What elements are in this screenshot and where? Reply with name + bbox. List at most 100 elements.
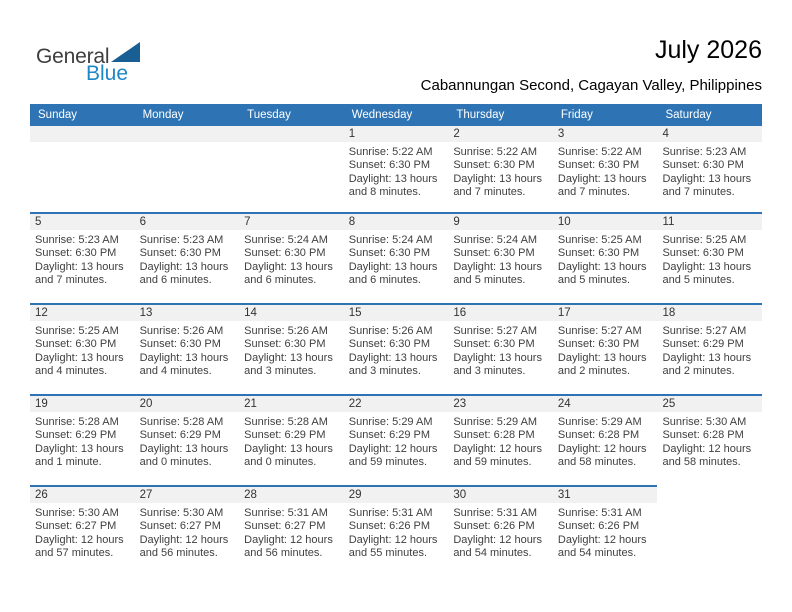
- day-cell-19: 19 Sunrise: 5:28 AM Sunset: 6:29 PM Dayligh…: [30, 394, 135, 485]
- day-cell-15: 15 Sunrise: 5:26 AM Sunset: 6:30 PM Dayligh…: [343, 303, 449, 394]
- day-detail-line: Daylight: 13 hours: [453, 260, 542, 273]
- day-number: 19: [35, 398, 48, 410]
- day-detail-line: and 8 minutes.: [348, 186, 421, 199]
- day-details: Sunrise: 5:28 AM Sunset: 6:29 PM Daylight:…: [239, 412, 344, 470]
- day-detail-line: Sunset: 6:30 PM: [557, 247, 640, 260]
- day-details: Sunrise: 5:23 AM Sunset: 6:30 PM Daylight:…: [135, 230, 240, 288]
- day-number-band: 27: [134, 487, 240, 503]
- day-details: Sunrise: 5:31 AM Sunset: 6:26 PM Daylight:…: [553, 503, 658, 561]
- day-detail-line: Daylight: 12 hours: [557, 442, 647, 455]
- day-details: Sunrise: 5:29 AM Sunset: 6:28 PM Daylight:…: [553, 412, 658, 470]
- day-detail-line: Daylight: 13 hours: [35, 351, 124, 364]
- day-detail-line: Sunrise: 5:29 AM: [557, 416, 642, 428]
- day-number: 16: [453, 307, 467, 319]
- day-number-band: 31: [552, 487, 658, 503]
- day-detail-line: and 3 minutes.: [453, 365, 526, 378]
- day-detail-line: Daylight: 13 hours: [139, 351, 229, 364]
- day-detail-line: Daylight: 13 hours: [244, 442, 333, 455]
- day-details: Sunrise: 5:28 AM Sunset: 6:29 PM Daylight:…: [30, 412, 135, 470]
- day-number: 1: [348, 128, 356, 140]
- day-detail-line: Sunrise: 5:22 AM: [348, 146, 433, 158]
- day-number: 25: [662, 398, 676, 410]
- day-details: Sunrise: 5:31 AM Sunset: 6:27 PM Daylight:…: [239, 503, 344, 561]
- week-row-5: 26 Sunrise: 5:30 AM Sunset: 6:27 PM Dayligh…: [30, 485, 762, 576]
- day-details: Sunrise: 5:22 AM Sunset: 6:30 PM Daylight:…: [344, 142, 449, 200]
- day-detail-line: and 54 minutes.: [557, 547, 637, 560]
- day-detail-line: and 59 minutes.: [348, 456, 428, 469]
- day-number: 12: [35, 307, 48, 319]
- day-detail-line: and 3 minutes.: [244, 365, 317, 378]
- day-detail-line: Daylight: 13 hours: [662, 260, 752, 273]
- day-detail-line: Sunset: 6:26 PM: [348, 520, 431, 533]
- day-detail-line: Sunset: 6:27 PM: [244, 520, 326, 533]
- day-detail-line: Sunrise: 5:24 AM: [244, 234, 328, 246]
- day-detail-line: Sunset: 6:30 PM: [453, 338, 535, 351]
- day-detail-line: and 4 minutes.: [139, 365, 212, 378]
- day-detail-line: and 5 minutes.: [662, 274, 735, 287]
- day-detail-line: Daylight: 13 hours: [453, 351, 542, 364]
- day-detail-line: and 58 minutes.: [662, 456, 741, 469]
- day-detail-line: Sunrise: 5:29 AM: [453, 416, 538, 428]
- day-cell-16: 16 Sunrise: 5:27 AM Sunset: 6:30 PM Dayligh…: [448, 303, 553, 394]
- day-cell-21: 21 Sunrise: 5:28 AM Sunset: 6:29 PM Dayligh…: [239, 394, 344, 485]
- day-details: Sunrise: 5:22 AM Sunset: 6:30 PM Daylight:…: [553, 142, 658, 200]
- day-detail-line: and 2 minutes.: [662, 365, 735, 378]
- day-details: Sunrise: 5:22 AM Sunset: 6:30 PM Daylight:…: [448, 142, 553, 200]
- day-detail-line: Sunset: 6:30 PM: [348, 247, 431, 260]
- day-number-band: [30, 126, 135, 142]
- day-cell-28: 28 Sunrise: 5:31 AM Sunset: 6:27 PM Dayligh…: [239, 485, 344, 576]
- day-number-band: 13: [134, 305, 240, 321]
- title-block: July 2026 Cabannungan Second, Cagayan Va…: [421, 36, 762, 94]
- day-detail-line: Sunrise: 5:24 AM: [453, 234, 538, 246]
- day-detail-line: Daylight: 12 hours: [348, 442, 438, 455]
- day-number-band: 6: [134, 214, 240, 230]
- day-cell-2: 2 Sunrise: 5:22 AM Sunset: 6:30 PM Daylight…: [448, 126, 553, 212]
- day-cell-6: 6 Sunrise: 5:23 AM Sunset: 6:30 PM Daylight…: [134, 212, 240, 303]
- day-cell-17: 17 Sunrise: 5:27 AM Sunset: 6:30 PM Dayligh…: [552, 303, 658, 394]
- day-detail-line: Sunrise: 5:28 AM: [35, 416, 119, 428]
- calendar: Sunday Monday Tuesday Wednesday Thursday Frid…: [30, 104, 763, 576]
- day-number: 27: [139, 489, 153, 501]
- day-details: Sunrise: 5:25 AM Sunset: 6:30 PM Daylight:…: [553, 230, 658, 288]
- day-detail-line: Sunrise: 5:30 AM: [662, 416, 747, 428]
- day-cell-27: 27 Sunrise: 5:30 AM Sunset: 6:27 PM Dayligh…: [134, 485, 240, 576]
- day-detail-line: Daylight: 12 hours: [453, 533, 542, 546]
- day-cell-11: 11 Sunrise: 5:25 AM Sunset: 6:30 PM Dayligh…: [657, 212, 763, 303]
- day-cell-18: 18 Sunrise: 5:27 AM Sunset: 6:29 PM Dayligh…: [657, 303, 763, 394]
- day-detail-line: Daylight: 13 hours: [348, 260, 438, 273]
- day-details: Sunrise: 5:28 AM Sunset: 6:29 PM Daylight:…: [135, 412, 240, 470]
- day-details: Sunrise: 5:26 AM Sunset: 6:30 PM Daylight:…: [135, 321, 240, 379]
- week-row-3: 12 Sunrise: 5:25 AM Sunset: 6:30 PM Dayligh…: [30, 303, 763, 394]
- day-number: 20: [139, 398, 153, 410]
- day-detail-line: and 6 minutes.: [348, 274, 421, 287]
- day-detail-line: Sunrise: 5:26 AM: [348, 325, 433, 337]
- day-detail-line: Sunset: 6:30 PM: [35, 338, 117, 351]
- day-detail-line: Sunset: 6:29 PM: [348, 429, 431, 442]
- day-number: 5: [35, 216, 42, 228]
- day-detail-line: Sunrise: 5:31 AM: [453, 507, 538, 519]
- week-row-1: 1 Sunrise: 5:22 AM Sunset: 6:30 PM Daylight…: [30, 126, 763, 212]
- logo-triangle-icon: [111, 42, 141, 66]
- day-cell-4: 4 Sunrise: 5:23 AM Sunset: 6:30 PM Daylight…: [657, 126, 763, 212]
- day-detail-line: and 5 minutes.: [557, 274, 631, 287]
- weekday-header-monday: Monday: [142, 109, 184, 121]
- day-detail-line: Sunrise: 5:27 AM: [662, 325, 747, 337]
- day-detail-line: Sunrise: 5:24 AM: [348, 234, 433, 246]
- day-cell-22: 22 Sunrise: 5:29 AM Sunset: 6:29 PM Dayligh…: [343, 394, 449, 485]
- day-cell-25: 25 Sunrise: 5:30 AM Sunset: 6:28 PM Dayligh…: [657, 394, 763, 485]
- weekday-header-tuesday: Tuesday: [247, 109, 291, 121]
- day-detail-line: Daylight: 12 hours: [348, 533, 438, 546]
- day-detail-line: Sunrise: 5:27 AM: [557, 325, 642, 337]
- day-detail-line: and 7 minutes.: [35, 274, 108, 287]
- day-number-band: [134, 126, 240, 142]
- day-detail-line: and 56 minutes.: [139, 547, 218, 560]
- day-detail-line: and 57 minutes.: [35, 547, 114, 560]
- day-number-band: 5: [30, 214, 135, 230]
- logo-text-general: General: [36, 45, 110, 68]
- day-detail-line: and 1 minute.: [35, 456, 102, 469]
- day-detail-line: Sunset: 6:30 PM: [139, 338, 221, 351]
- day-cell-29: 29 Sunrise: 5:31 AM Sunset: 6:26 PM Dayligh…: [343, 485, 449, 576]
- day-cell-30: 30 Sunrise: 5:31 AM Sunset: 6:26 PM Dayligh…: [448, 485, 553, 576]
- day-details: Sunrise: 5:23 AM Sunset: 6:30 PM Daylight:…: [657, 142, 762, 200]
